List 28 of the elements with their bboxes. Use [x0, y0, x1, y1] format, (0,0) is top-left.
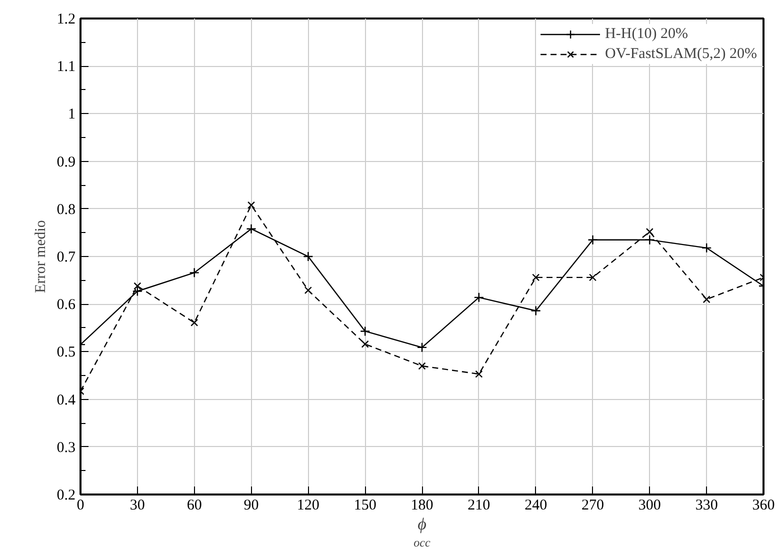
x-tick-label: 60: [186, 498, 202, 514]
y-tick-label: 0.3: [56, 440, 76, 456]
y-tick-label: 0.8: [56, 202, 76, 218]
x-tick-label: 360: [752, 498, 775, 514]
x-axis-title: ϕocc: [414, 514, 431, 549]
y-tick-label: 0.4: [56, 392, 76, 408]
y-tick-label: 0.6: [56, 297, 76, 314]
x-tick-label: 330: [695, 498, 718, 514]
x-tick-label: 120: [296, 498, 320, 514]
y-tick-label: 1: [68, 106, 76, 123]
y-tick-label: 0.2: [56, 488, 76, 504]
x-tick-label: 150: [354, 498, 376, 514]
x-tick-label: 240: [524, 498, 548, 514]
x-tick-label: 270: [582, 498, 604, 514]
y-tick-label: 0.7: [56, 250, 76, 266]
x-tick-label: 210: [468, 498, 490, 514]
y-tick-label: 1.2: [56, 12, 76, 28]
x-tick-label: 0: [76, 498, 84, 514]
legend-label: OV-FastSLAM(5,2) 20%: [605, 46, 757, 62]
x-tick-label: 30: [130, 498, 145, 514]
y-tick-label: 1.1: [56, 59, 76, 76]
legend-label: H-H(10) 20%: [605, 26, 688, 42]
y-axis-title: Error medio: [32, 220, 49, 293]
x-tick-label: 90: [244, 498, 259, 514]
x-tick-label: 300: [638, 498, 661, 514]
y-tick-label: 0.5: [56, 344, 76, 361]
y-tick-label: 0.9: [56, 154, 76, 170]
x-tick-label: 180: [410, 498, 434, 514]
